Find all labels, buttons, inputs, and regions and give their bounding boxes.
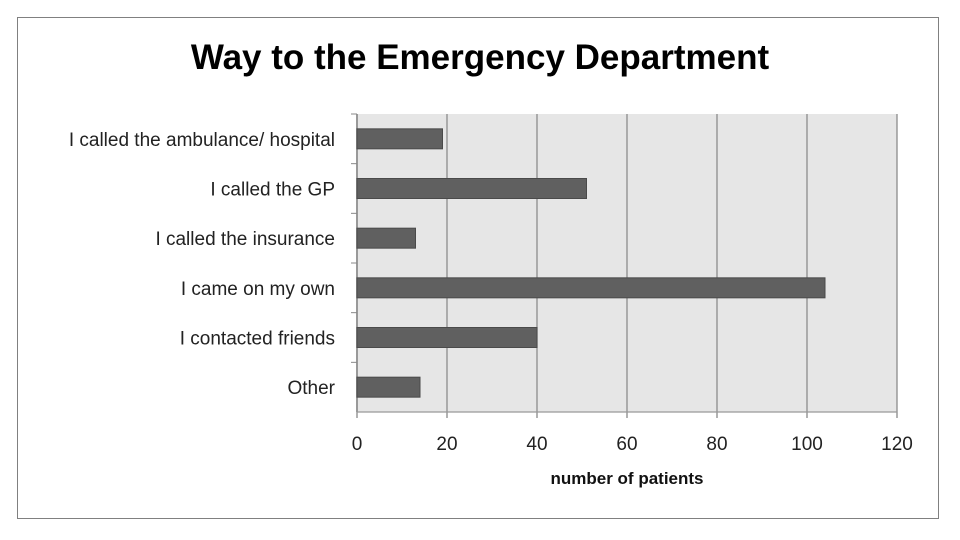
y-category-label: I came on my own [181,279,335,300]
x-axis-label: number of patients [550,469,703,488]
bar [356,227,416,249]
bar [356,327,538,348]
x-tick-label: 100 [791,434,823,455]
x-tick-label: 0 [352,434,363,455]
y-category-label: I called the GP [210,180,335,201]
y-category-label: I contacted friends [180,329,335,350]
x-tick-label: 40 [526,434,547,455]
y-category-label: I called the insurance [155,229,335,250]
bar [356,178,587,199]
chart-frame [17,17,939,519]
bar [356,277,826,299]
bar [356,128,443,150]
x-tick-label: 80 [706,434,727,455]
x-tick-label: 120 [881,434,913,455]
bar [356,376,421,398]
y-category-label: Other [287,378,335,399]
x-tick-label: 60 [616,434,637,455]
chart-title: Way to the Emergency Department [190,38,770,77]
y-category-label: I called the ambulance/ hospital [69,130,335,151]
x-tick-label: 20 [436,434,457,455]
